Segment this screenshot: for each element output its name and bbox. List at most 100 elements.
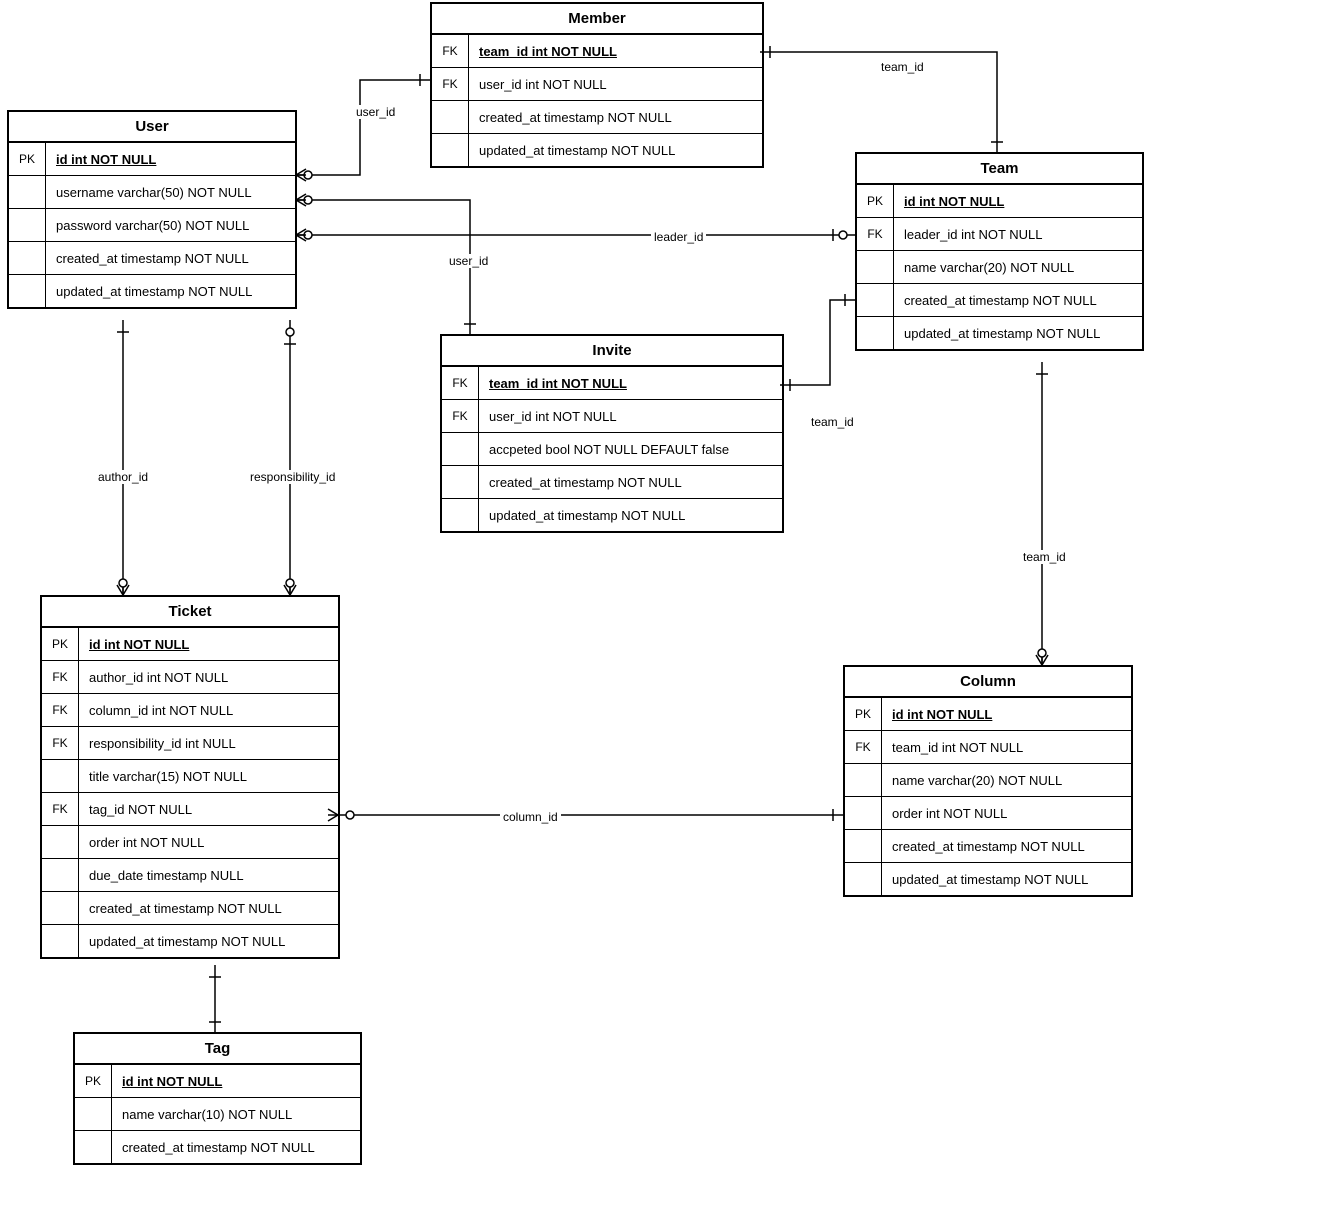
entity-column: ColumnPKid int NOT NULLFKteam_id int NOT… — [843, 665, 1133, 897]
key-col: PK — [857, 185, 894, 217]
key-col — [42, 892, 79, 924]
entity-row: accpeted bool NOT NULL DEFAULT false — [442, 433, 782, 466]
attr-col: id int NOT NULL — [46, 146, 295, 173]
attr-col: name varchar(10) NOT NULL — [112, 1101, 360, 1128]
key-col — [9, 209, 46, 241]
key-col: FK — [42, 793, 79, 825]
entity-row: PKid int NOT NULL — [9, 143, 295, 176]
edge-label-member_user: user_id — [353, 105, 398, 119]
entity-row: FKleader_id int NOT NULL — [857, 218, 1142, 251]
key-col — [9, 242, 46, 274]
entity-row: created_at timestamp NOT NULL — [857, 284, 1142, 317]
attr-col: team_id int NOT NULL — [469, 38, 762, 65]
entity-title: User — [9, 112, 295, 143]
attr-col: due_date timestamp NULL — [79, 862, 338, 889]
key-col — [432, 101, 469, 133]
attr-col: author_id int NOT NULL — [79, 664, 338, 691]
entity-row: FKteam_id int NOT NULL — [442, 367, 782, 400]
entity-title: Invite — [442, 336, 782, 367]
key-col — [442, 499, 479, 531]
entity-row: name varchar(20) NOT NULL — [845, 764, 1131, 797]
attr-col: user_id int NOT NULL — [479, 403, 782, 430]
attr-col: updated_at timestamp NOT NULL — [469, 137, 762, 164]
key-col: FK — [442, 400, 479, 432]
key-col — [845, 797, 882, 829]
entity-row: created_at timestamp NOT NULL — [9, 242, 295, 275]
edge-label-column_team: team_id — [1020, 550, 1069, 564]
key-col — [857, 251, 894, 283]
edge-label-invite_user: user_id — [446, 254, 491, 268]
attr-col: created_at timestamp NOT NULL — [479, 469, 782, 496]
entity-row: updated_at timestamp NOT NULL — [42, 925, 338, 957]
entity-row: FKresponsibility_id int NULL — [42, 727, 338, 760]
attr-col: updated_at timestamp NOT NULL — [79, 928, 338, 955]
attr-col: name varchar(20) NOT NULL — [894, 254, 1142, 281]
attr-col: team_id int NOT NULL — [479, 370, 782, 397]
entity-invite: InviteFKteam_id int NOT NULLFKuser_id in… — [440, 334, 784, 533]
attr-col: column_id int NOT NULL — [79, 697, 338, 724]
attr-col: created_at timestamp NOT NULL — [79, 895, 338, 922]
key-col — [845, 830, 882, 862]
attr-col: created_at timestamp NOT NULL — [882, 833, 1131, 860]
entity-row: FKuser_id int NOT NULL — [442, 400, 782, 433]
key-col: FK — [42, 694, 79, 726]
key-col — [9, 275, 46, 307]
entity-row: created_at timestamp NOT NULL — [845, 830, 1131, 863]
key-col — [857, 284, 894, 316]
key-col — [75, 1098, 112, 1130]
entity-row: FKuser_id int NOT NULL — [432, 68, 762, 101]
entity-title: Member — [432, 4, 762, 35]
entity-row: title varchar(15) NOT NULL — [42, 760, 338, 793]
attr-col: id int NOT NULL — [79, 631, 338, 658]
entity-row: order int NOT NULL — [845, 797, 1131, 830]
key-col — [9, 176, 46, 208]
attr-col: password varchar(50) NOT NULL — [46, 212, 295, 239]
attr-col: name varchar(20) NOT NULL — [882, 767, 1131, 794]
attr-col: id int NOT NULL — [882, 701, 1131, 728]
attr-col: updated_at timestamp NOT NULL — [479, 502, 782, 529]
attr-col: title varchar(15) NOT NULL — [79, 763, 338, 790]
key-col — [42, 859, 79, 891]
entity-row: FKtag_id NOT NULL — [42, 793, 338, 826]
edge-label-ticket_column: column_id — [500, 810, 561, 824]
edge-label-invite_team: team_id — [808, 415, 857, 429]
key-col: FK — [42, 727, 79, 759]
attr-col: updated_at timestamp NOT NULL — [46, 278, 295, 305]
attr-col: team_id int NOT NULL — [882, 734, 1131, 761]
key-col: FK — [432, 35, 469, 67]
entity-row: PKid int NOT NULL — [42, 628, 338, 661]
key-col: PK — [9, 143, 46, 175]
entity-row: PKid int NOT NULL — [75, 1065, 360, 1098]
entity-row: created_at timestamp NOT NULL — [432, 101, 762, 134]
entity-row: FKteam_id int NOT NULL — [845, 731, 1131, 764]
attr-col: username varchar(50) NOT NULL — [46, 179, 295, 206]
edge-label-team_leader: leader_id — [651, 230, 706, 244]
entity-row: FKteam_id int NOT NULL — [432, 35, 762, 68]
entity-row: created_at timestamp NOT NULL — [42, 892, 338, 925]
key-col: FK — [42, 661, 79, 693]
attr-col: leader_id int NOT NULL — [894, 221, 1142, 248]
key-col — [845, 863, 882, 895]
attr-col: id int NOT NULL — [112, 1068, 360, 1095]
attr-col: created_at timestamp NOT NULL — [894, 287, 1142, 314]
entity-user: UserPKid int NOT NULL username varchar(50… — [7, 110, 297, 309]
entity-row: updated_at timestamp NOT NULL — [442, 499, 782, 531]
entity-title: Ticket — [42, 597, 338, 628]
entity-title: Column — [845, 667, 1131, 698]
attr-col: order int NOT NULL — [882, 800, 1131, 827]
entity-row: order int NOT NULL — [42, 826, 338, 859]
entity-team: TeamPKid int NOT NULLFKleader_id int NOT… — [855, 152, 1144, 351]
attr-col: created_at timestamp NOT NULL — [469, 104, 762, 131]
attr-col: created_at timestamp NOT NULL — [46, 245, 295, 272]
key-col: PK — [75, 1065, 112, 1097]
attr-col: user_id int NOT NULL — [469, 71, 762, 98]
entity-row: PKid int NOT NULL — [857, 185, 1142, 218]
entity-row: updated_at timestamp NOT NULL — [9, 275, 295, 307]
edge-label-member_team: team_id — [878, 60, 927, 74]
edge-label-ticket_resp: responsibility_id — [247, 470, 338, 484]
key-col — [857, 317, 894, 349]
attr-col: id int NOT NULL — [894, 188, 1142, 215]
key-col — [442, 433, 479, 465]
entity-row: updated_at timestamp NOT NULL — [857, 317, 1142, 349]
entity-tag: TagPKid int NOT NULLname varchar(10) NOT… — [73, 1032, 362, 1165]
